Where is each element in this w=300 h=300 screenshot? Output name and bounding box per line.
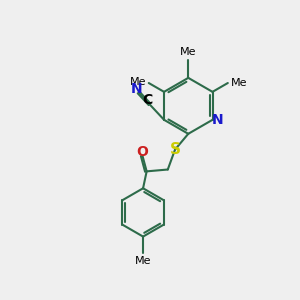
Text: N: N [131,82,142,96]
Text: Me: Me [231,78,247,88]
Text: C: C [143,94,153,107]
Text: N: N [212,113,224,127]
Text: Me: Me [135,256,151,266]
Text: Me: Me [130,77,146,87]
Text: S: S [169,142,181,157]
Text: O: O [136,145,148,159]
Text: Me: Me [180,47,196,57]
